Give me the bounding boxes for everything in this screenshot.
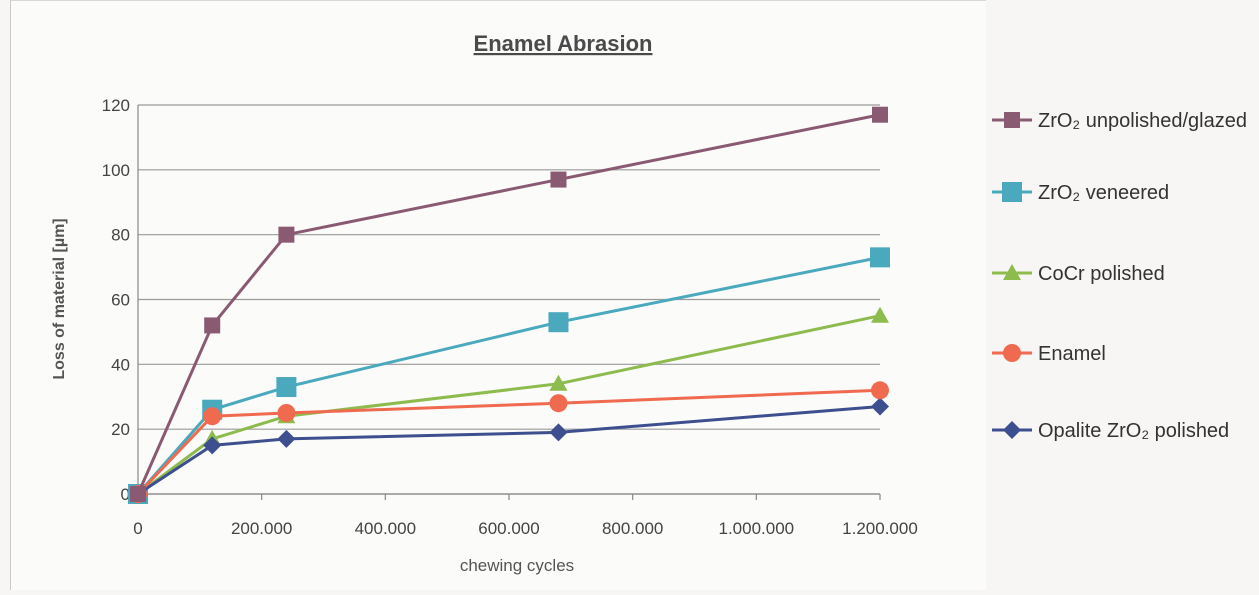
- data-point: [549, 394, 568, 413]
- y-tick-label: 20: [111, 420, 130, 439]
- legend-item: CoCr polished: [992, 263, 1165, 285]
- legend-label: ZrO₂ unpolished/glazed: [1038, 110, 1247, 132]
- data-point: [549, 374, 568, 391]
- chart-area: Enamel Abrasion 0 20 40 60 80 100 120 0 200.000 4…: [10, 0, 986, 590]
- data-point: [550, 171, 567, 188]
- series-1: [128, 247, 890, 504]
- data-point: [870, 247, 890, 268]
- legend-item: ZrO₂ veneered: [992, 182, 1169, 204]
- legend-marker: [1004, 112, 1020, 128]
- x-tick-label: 1.000.000: [719, 519, 795, 538]
- data-point: [871, 381, 889, 400]
- series-line: [136, 255, 881, 495]
- data-point: [278, 226, 295, 243]
- legend-item: ZrO₂ unpolished/glazed: [992, 110, 1247, 132]
- axes: 0 20 40 60 80 100 120 0 200.000 400.000 600.000 800…: [102, 96, 918, 538]
- data-point: [871, 397, 889, 416]
- x-tick-label: 200.000: [231, 519, 292, 538]
- legend-label: ZrO₂ veneered: [1038, 182, 1169, 204]
- legend-label: Opalite ZrO₂ polished: [1038, 420, 1229, 442]
- y-tick-label: 60: [111, 291, 130, 310]
- data-point: [277, 429, 296, 448]
- enamel-abrasion-chart: Enamel Abrasion 0 20 40 60 80 100 120 0 200.000 4…: [51, 31, 918, 575]
- series-line: [137, 404, 881, 496]
- x-tick-label: 600.000: [478, 519, 539, 538]
- legend-marker: [1003, 344, 1021, 362]
- y-tick-label: 80: [111, 226, 130, 245]
- x-tick-label: 800.000: [602, 519, 663, 538]
- series-4: [129, 397, 889, 503]
- data-point: [203, 436, 222, 455]
- data-point: [203, 407, 222, 426]
- data-point: [204, 317, 221, 334]
- legend-item: Enamel: [992, 343, 1106, 365]
- data-point: [276, 377, 297, 398]
- chart-title: Enamel Abrasion: [474, 31, 653, 56]
- y-axis-label: Loss of material [µm]: [51, 218, 68, 379]
- legend-marker: [1002, 182, 1022, 202]
- series-line: [136, 113, 881, 495]
- legend: ZrO₂ unpolished/glazed ZrO₂ veneered CoCr …: [992, 110, 1247, 442]
- grid-lines: [138, 104, 880, 495]
- y-tick-label: 0: [121, 485, 130, 504]
- series-layer: [128, 106, 890, 504]
- y-tick-label: 40: [111, 355, 130, 374]
- x-axis-label: chewing cycles: [460, 556, 574, 575]
- data-point: [548, 312, 569, 333]
- x-tick-label: 0: [133, 519, 142, 538]
- legend-item: Opalite ZrO₂ polished: [992, 420, 1229, 442]
- data-point: [277, 403, 296, 422]
- x-tick-label: 1.200.000: [842, 519, 918, 538]
- data-point: [130, 486, 146, 502]
- x-tick-label: 400.000: [355, 519, 416, 538]
- legend-label: Enamel: [1038, 343, 1106, 365]
- legend-label: CoCr polished: [1038, 263, 1165, 285]
- data-point: [549, 423, 568, 442]
- series-0: [130, 106, 888, 502]
- data-point: [871, 306, 889, 323]
- y-tick-label: 100: [102, 161, 130, 180]
- legend-marker: [1003, 421, 1021, 439]
- data-point: [872, 106, 888, 123]
- legend-marker: [1003, 264, 1021, 280]
- y-tick-label: 120: [102, 96, 130, 115]
